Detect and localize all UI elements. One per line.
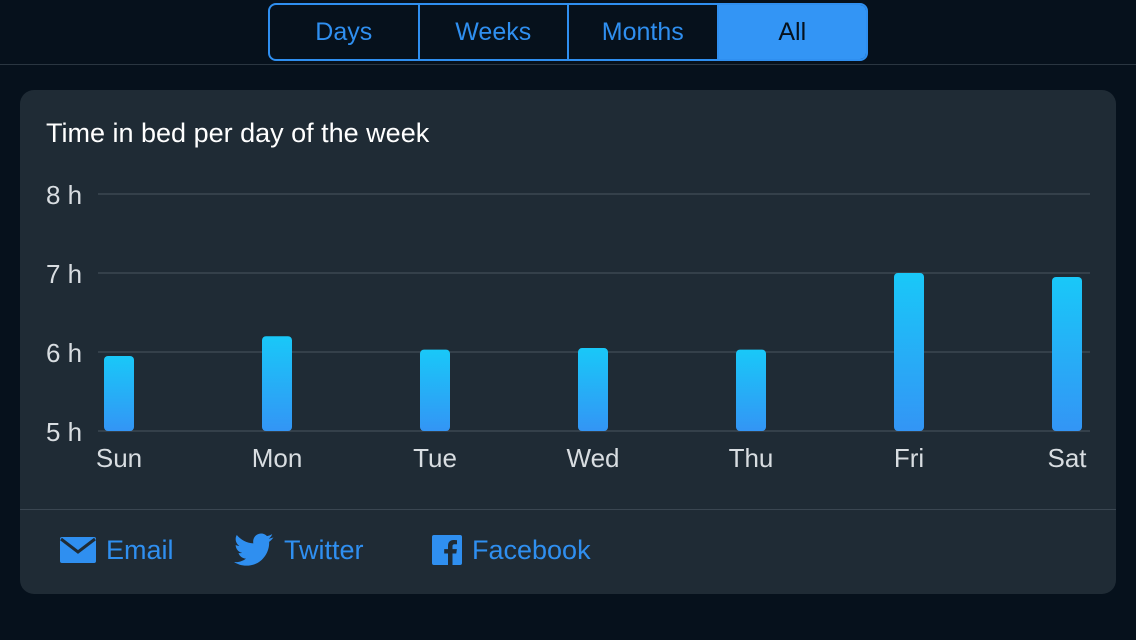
bar-thu (736, 349, 766, 431)
bar-sun (104, 355, 134, 431)
card-divider (20, 509, 1116, 510)
x-tick-label-tue: Tue (413, 443, 457, 473)
chart-title: Time in bed per day of the week (46, 118, 430, 148)
segment-weeks[interactable]: Weeks (420, 5, 569, 59)
x-tick-label-fri: Fri (894, 443, 924, 473)
facebook-share-button[interactable]: Facebook (432, 530, 591, 570)
bar-sat (1052, 276, 1082, 431)
bar-chart: 5 h 6 h 7 h 8 h Sun Mon Tue Wed Thu Fri Sat (46, 180, 1090, 473)
x-tick-label-sat: Sat (1047, 443, 1087, 473)
facebook-label: Facebook (472, 534, 591, 565)
y-tick-label: 7 h (46, 259, 82, 289)
twitter-share-button[interactable]: Twitter (234, 530, 364, 570)
email-share-button[interactable]: Email (60, 530, 174, 570)
email-icon (60, 537, 96, 563)
y-tick-label: 8 h (46, 180, 82, 210)
facebook-icon (432, 535, 462, 565)
x-tick-label-wed: Wed (567, 443, 620, 473)
segment-days[interactable]: Days (270, 5, 420, 59)
twitter-label: Twitter (284, 534, 364, 565)
time-range-segmented-control[interactable]: Days Weeks Months All (268, 3, 868, 61)
segment-months[interactable]: Months (569, 5, 719, 59)
top-divider (0, 64, 1136, 65)
email-label: Email (106, 534, 174, 565)
y-tick-label: 6 h (46, 338, 82, 368)
x-tick-label-mon: Mon (252, 443, 303, 473)
twitter-icon (234, 533, 274, 567)
segment-all[interactable]: All (718, 5, 866, 59)
y-tick-label: 5 h (46, 417, 82, 447)
bar-tue (420, 349, 450, 431)
x-tick-label-thu: Thu (729, 443, 774, 473)
chart-card: Time in bed per day of the week 5 h 6 h 7 … (20, 90, 1116, 594)
x-tick-label-sun: Sun (96, 443, 142, 473)
bar-mon (262, 336, 292, 431)
bar-fri (894, 273, 924, 431)
bar-wed (578, 348, 608, 431)
